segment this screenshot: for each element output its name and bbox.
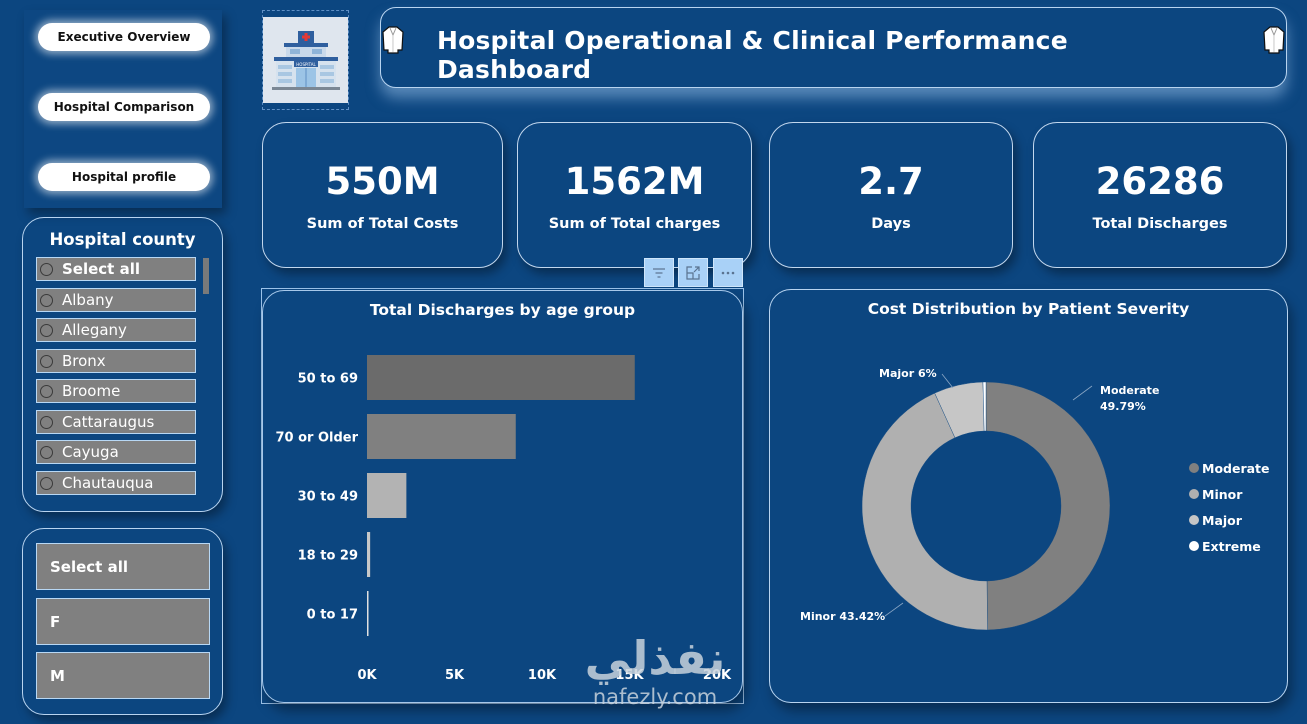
- filter-icon: [653, 267, 665, 278]
- kpi-label: Days: [871, 215, 911, 232]
- radio-icon[interactable]: [40, 262, 53, 276]
- legend-item-major[interactable]: Major: [1202, 513, 1243, 528]
- y-tick-label: 18 to 29: [298, 549, 358, 564]
- county-item-label: Cattaraugus: [62, 413, 155, 431]
- chart-title: Cost Distribution by Patient Severity: [867, 300, 1190, 318]
- gender-item-m[interactable]: M: [36, 652, 210, 699]
- y-tick-label: 70 or Older: [275, 431, 358, 446]
- radio-icon[interactable]: [40, 445, 53, 459]
- kpi-value: 1562M: [564, 159, 705, 203]
- focus-mode-button[interactable]: [678, 258, 708, 287]
- x-tick-label: 5K: [445, 668, 465, 683]
- data-label: Moderate: [1100, 384, 1159, 397]
- county-item-select-all[interactable]: Select all: [36, 257, 196, 281]
- data-label: Major 6%: [879, 367, 937, 380]
- bar-0-to-17[interactable]: [367, 591, 369, 636]
- county-item-label: Bronx: [62, 352, 106, 370]
- county-item-chautauqua[interactable]: Chautauqua: [36, 471, 196, 495]
- kpi-card-total-costs: 550M Sum of Total Costs: [262, 122, 503, 268]
- kpi-value: 550M: [325, 159, 440, 203]
- data-label: Minor 43.42%: [800, 610, 885, 623]
- county-item-broome[interactable]: Broome: [36, 379, 196, 403]
- county-item-allegany[interactable]: Allegany: [36, 318, 196, 342]
- radio-icon[interactable]: [40, 415, 53, 429]
- bar-chart-svg: 50 to 69 70 or Older 30 to 49 18 to 29 0 to …: [275, 355, 732, 683]
- dashboard-header: Hospital Operational & Clinical Performa…: [380, 7, 1287, 88]
- county-item-label: Broome: [62, 382, 121, 400]
- county-item-label: Chautauqua: [62, 474, 154, 492]
- navigation-panel: Executive Overview Hospital Comparison H…: [24, 10, 222, 208]
- hospital-sign-text: HOSPITAL: [296, 62, 316, 67]
- radio-icon[interactable]: [40, 323, 53, 337]
- bar-70-or-older[interactable]: [367, 414, 516, 459]
- county-item-cayuga[interactable]: Cayuga: [36, 440, 196, 464]
- kpi-value: 2.7: [858, 159, 924, 203]
- x-tick-label: 15K: [615, 668, 644, 683]
- more-options-icon: [721, 271, 735, 274]
- slicer-scrollbar[interactable]: [203, 258, 209, 294]
- county-item-label: Albany: [62, 291, 114, 309]
- leader-line: [941, 373, 954, 389]
- nav-hospital-comparison-button[interactable]: Hospital Comparison: [38, 93, 210, 121]
- donut-slice-moderate[interactable]: [985, 381, 1111, 631]
- gender-item-f[interactable]: F: [36, 598, 210, 645]
- y-tick-label: 50 to 69: [298, 372, 358, 387]
- donut-chart-svg: Moderate 49.79% Minor 43.42% Major 6% Modera…: [800, 367, 1270, 631]
- chart-title: Total Discharges by age group: [369, 301, 636, 319]
- kpi-label: Sum of Total charges: [548, 215, 721, 232]
- leader-line: [1072, 385, 1093, 401]
- radio-icon[interactable]: [40, 384, 53, 398]
- kpi-label: Total Discharges: [1092, 215, 1228, 232]
- county-item-albany[interactable]: Albany: [36, 288, 196, 312]
- nav-executive-overview-button[interactable]: Executive Overview: [38, 23, 210, 51]
- county-item-label: Cayuga: [62, 443, 119, 461]
- gender-slicer: Select all F M: [22, 528, 223, 715]
- focus-mode-icon: [686, 265, 700, 280]
- discharges-by-age-chart[interactable]: Total Discharges by age group 50 to 69 70…: [262, 290, 743, 703]
- county-item-label: Allegany: [62, 321, 127, 339]
- cost-by-severity-chart[interactable]: Cost Distribution by Patient Severity Mo…: [769, 289, 1288, 703]
- leader-line: [884, 602, 904, 617]
- page-title: Hospital Operational & Clinical Performa…: [436, 26, 1068, 84]
- lab-coat-icon: [382, 26, 404, 54]
- bar-50-to-69[interactable]: [367, 355, 635, 400]
- data-label: 49.79%: [1100, 400, 1146, 413]
- county-item-cattaraugus[interactable]: Cattaraugus: [36, 410, 196, 434]
- bar-18-to-29[interactable]: [367, 532, 371, 577]
- hospital-county-slicer: Hospital county Select all Albany Allega…: [22, 217, 223, 512]
- legend-item-minor[interactable]: Minor: [1202, 487, 1243, 502]
- nav-hospital-profile-button[interactable]: Hospital profile: [38, 163, 210, 191]
- filter-button[interactable]: [644, 258, 674, 287]
- radio-icon[interactable]: [40, 293, 53, 307]
- legend-item-moderate[interactable]: Moderate: [1202, 461, 1270, 476]
- bar-30-to-49[interactable]: [367, 473, 407, 518]
- county-item-label: Select all: [62, 260, 140, 278]
- hospital-building-icon: HOSPITAL: [271, 31, 340, 90]
- more-options-button[interactable]: [713, 258, 743, 287]
- slicer-title: Hospital county: [49, 230, 196, 249]
- donut-slice-minor[interactable]: [861, 392, 988, 631]
- county-item-bronx[interactable]: Bronx: [36, 349, 196, 373]
- kpi-value: 26286: [1095, 159, 1225, 203]
- kpi-card-total-discharges: 26286 Total Discharges: [1033, 122, 1287, 268]
- x-tick-label: 0K: [357, 668, 377, 683]
- kpi-card-total-charges: 1562M Sum of Total charges: [517, 122, 752, 268]
- legend-marker: [1189, 489, 1199, 499]
- legend-marker: [1189, 541, 1199, 551]
- legend-marker: [1189, 463, 1199, 473]
- kpi-card-days: 2.7 Days: [769, 122, 1013, 268]
- lab-coat-icon: [1263, 26, 1285, 54]
- x-tick-label: 10K: [528, 668, 557, 683]
- x-tick-label: 20K: [703, 668, 732, 683]
- donut-slice-extreme[interactable]: [982, 381, 987, 432]
- radio-icon[interactable]: [40, 354, 53, 368]
- hospital-logo: HOSPITAL: [262, 10, 349, 110]
- gender-item-select-all[interactable]: Select all: [36, 543, 210, 590]
- legend-marker: [1189, 515, 1199, 525]
- legend-item-extreme[interactable]: Extreme: [1202, 539, 1261, 554]
- kpi-label: Sum of Total Costs: [306, 215, 459, 232]
- radio-icon[interactable]: [40, 476, 53, 490]
- y-tick-label: 30 to 49: [298, 490, 358, 505]
- y-tick-label: 0 to 17: [307, 608, 358, 623]
